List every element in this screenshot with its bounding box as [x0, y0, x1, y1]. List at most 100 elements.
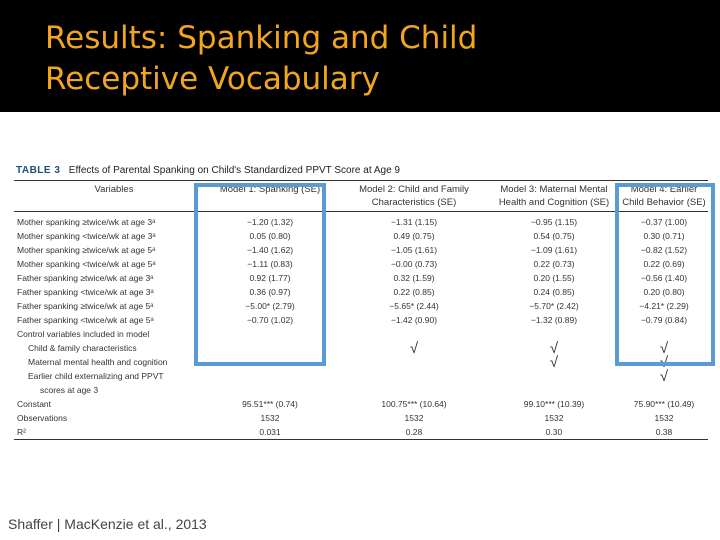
cell-model-3: 0.54 (0.75) — [533, 231, 575, 241]
header-model-3-line-1: Model 3: Maternal Mental — [500, 184, 608, 195]
row-label: Father spanking <twice/wk at age 5ᵃ — [17, 315, 154, 325]
table-caption-tag: TABLE 3 — [16, 165, 61, 176]
row-label: Observations — [17, 413, 68, 423]
highlight-box-model-1 — [194, 183, 326, 366]
row-label: Father spanking ≥twice/wk at age 5ᵃ — [17, 301, 154, 311]
row-label: Mother spanking ≥twice/wk at age 3ᵃ — [17, 217, 156, 227]
table-row: Mother spanking ≥twice/wk at age 3ᵃ −1.2… — [14, 216, 708, 229]
header-model-3: Model 3: Maternal Mental Health and Cogn… — [484, 183, 624, 209]
control-label: Child & family characteristics — [28, 343, 137, 353]
control-label-continued: scores at age 3 — [40, 385, 99, 395]
check-icon: √ — [549, 340, 559, 357]
row-label: Father spanking ≥twice/wk at age 3ᵃ — [17, 273, 154, 283]
table-row: Constant 95.51*** (0.74) 100.75*** (10.6… — [14, 398, 708, 411]
row-label: R² — [17, 427, 26, 437]
check-icon: √ — [659, 368, 669, 385]
control-row: Child & family characteristics √ √ √ — [14, 340, 708, 357]
row-label: Mother spanking <twice/wk at age 5ᵃ — [17, 259, 156, 269]
highlight-box-model-4 — [615, 183, 715, 366]
cell-model-4: 0.22 (0.69) — [643, 259, 685, 269]
cell-model-1: 0.36 (0.97) — [249, 287, 291, 297]
cell-model-1: 0.05 (0.80) — [249, 231, 291, 241]
table-row: Father spanking ≥twice/wk at age 3ᵃ 0.92… — [14, 272, 708, 285]
controls-heading-row: Control variables included in model — [14, 328, 708, 341]
table-row: R² 0.031 0.28 0.30 0.38 — [14, 426, 708, 439]
cell-model-3: 0.24 (0.85) — [533, 287, 575, 297]
table-caption-text: Effects of Parental Spanking on Child's … — [68, 165, 400, 176]
cell-model-3: −0.95 (1.15) — [530, 217, 578, 227]
cell-model-1: −5.00* (2.79) — [245, 301, 295, 311]
cell-model-3: 99.10*** (10.39) — [523, 399, 585, 409]
cell-model-1: 0.031 — [259, 427, 281, 437]
header-model-4-line-1: Model 4: Earlier — [630, 184, 698, 195]
cell-model-4: −0.82 (1.52) — [640, 245, 688, 255]
table-row: Father spanking <twice/wk at age 5ᵃ −0.7… — [14, 314, 708, 327]
controls-heading: Control variables included in model — [17, 329, 150, 339]
cell-model-4: 0.20 (0.80) — [643, 287, 685, 297]
cell-model-2: −1.42 (0.90) — [390, 315, 438, 325]
row-label: Mother spanking <twice/wk at age 3ᵃ — [17, 231, 156, 241]
table-row: Observations 1532 1532 1532 1532 — [14, 412, 708, 425]
header-model-3-line-2: Health and Cognition (SE) — [498, 197, 610, 208]
cell-model-3: −5.70* (2.42) — [529, 301, 579, 311]
header-model-1: Model 1: Spanking (SE) — [219, 184, 321, 195]
control-row-continued: scores at age 3 — [14, 384, 708, 397]
check-icon: √ — [549, 354, 559, 371]
cell-model-4: 0.30 (0.71) — [643, 231, 685, 241]
cell-model-3: 0.30 — [545, 427, 563, 437]
table-row: Mother spanking ≥twice/wk at age 5ᵃ −1.4… — [14, 244, 708, 257]
cell-model-4: −0.37 (1.00) — [640, 217, 688, 227]
control-row: Earlier child externalizing and PPVT √ — [14, 369, 708, 384]
check-icon: √ — [659, 340, 669, 357]
cell-model-4: −4.21* (2.29) — [639, 301, 689, 311]
cell-model-2: 1532 — [404, 413, 424, 423]
header-model-2-line-1: Model 2: Child and Family — [359, 184, 469, 195]
table-header-rule — [14, 211, 708, 212]
check-icon: √ — [409, 340, 419, 357]
source-credit: Shaffer | MacKenzie et al., 2013 — [8, 516, 207, 532]
cell-model-3: −1.32 (0.89) — [530, 315, 578, 325]
cell-model-3: −1.09 (1.61) — [530, 245, 578, 255]
cell-model-4: 1532 — [654, 413, 674, 423]
table-row: Mother spanking <twice/wk at age 5ᵃ −1.1… — [14, 258, 708, 271]
cell-model-2: −0.00 (0.73) — [390, 259, 438, 269]
control-label: Earlier child externalizing and PPVT — [28, 371, 164, 381]
cell-model-4: 75.90*** (10.49) — [633, 399, 695, 409]
cell-model-1: −0.70 (1.02) — [246, 315, 294, 325]
cell-model-4: −0.56 (1.40) — [640, 273, 688, 283]
cell-model-2: −1.05 (1.61) — [390, 245, 438, 255]
results-table: TABLE 3 Effects of Parental Spanking on … — [14, 163, 714, 443]
table-caption: TABLE 3 Effects of Parental Spanking on … — [16, 165, 706, 176]
cell-model-2: 100.75*** (10.64) — [381, 399, 447, 409]
row-label: Mother spanking ≥twice/wk at age 5ᵃ — [17, 245, 156, 255]
header-model-4-line-2: Child Behavior (SE) — [622, 197, 706, 208]
table-row: Mother spanking <twice/wk at age 3ᵃ 0.05… — [14, 230, 708, 243]
header-variables: Variables — [94, 184, 134, 195]
cell-model-4: 0.38 — [655, 427, 673, 437]
table-top-rule — [14, 180, 708, 181]
header-model-2: Model 2: Child and Family Characteristic… — [344, 183, 484, 209]
cell-model-3: 0.22 (0.73) — [533, 259, 575, 269]
slide-title: Results: Spanking and Child Receptive Vo… — [45, 18, 685, 100]
cell-model-2: 0.22 (0.85) — [393, 287, 435, 297]
table-bottom-rule — [14, 439, 708, 440]
table-row: Father spanking <twice/wk at age 3ᵃ 0.36… — [14, 286, 708, 299]
row-label: Constant — [17, 399, 52, 409]
title-band: Results: Spanking and Child Receptive Vo… — [0, 0, 720, 112]
control-row: Maternal mental health and cognition √ √ — [14, 354, 708, 371]
cell-model-1: −1.40 (1.62) — [246, 245, 294, 255]
cell-model-2: 0.32 (1.59) — [393, 273, 435, 283]
cell-model-1: −1.11 (0.83) — [247, 259, 293, 269]
cell-model-3: 1532 — [544, 413, 564, 423]
slide-title-line-2: Receptive Vocabulary — [45, 61, 380, 97]
cell-model-2: 0.28 — [405, 427, 423, 437]
cell-model-1: 1532 — [260, 413, 280, 423]
header-model-4: Model 4: Earlier Child Behavior (SE) — [614, 183, 714, 209]
row-label: Father spanking <twice/wk at age 3ᵃ — [17, 287, 154, 297]
slide-title-line-1: Results: Spanking and Child — [45, 20, 478, 56]
cell-model-4: −0.79 (0.84) — [640, 315, 688, 325]
cell-model-1: −1.20 (1.32) — [246, 217, 294, 227]
control-label: Maternal mental health and cognition — [28, 357, 168, 367]
cell-model-2: 0.49 (0.75) — [393, 231, 435, 241]
cell-model-2: −1.31 (1.15) — [390, 217, 438, 227]
